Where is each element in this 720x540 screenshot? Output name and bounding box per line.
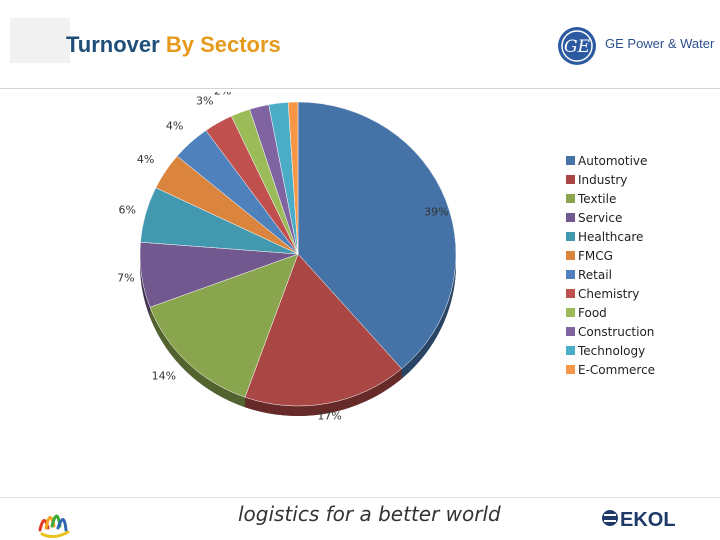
legend-label-retail: Retail [578, 268, 612, 282]
legend-swatch-e-commerce [566, 365, 575, 374]
legend-label-e-commerce: E-Commerce [578, 363, 655, 377]
ekol-logo-icon: EKOL [602, 509, 676, 531]
pie-labels: 39%17%14%7%6%4%4%3%2%2%2%1% [117, 92, 448, 422]
title-part-2: By Sectors [165, 32, 281, 57]
data-label-healthcare: 6% [118, 204, 135, 217]
legend-swatch-chemistry [566, 289, 575, 298]
footer-tagline: logistics for a better world [238, 502, 501, 526]
page-title: Turnover By Sectors [66, 32, 281, 58]
colorful-hand-logo-icon [38, 514, 70, 538]
pie-slices [139, 101, 457, 416]
legend-label-automotive: Automotive [578, 154, 647, 168]
legend-label-textile: Textile [577, 192, 616, 206]
legend-label-fmcg: FMCG [578, 249, 613, 263]
legend-swatch-technology [566, 346, 575, 355]
pie-slice-automotive [297, 101, 457, 370]
legend-label-healthcare: Healthcare [578, 230, 643, 244]
title-accent-box [10, 18, 70, 63]
legend-swatch-automotive [566, 156, 575, 165]
legend-swatch-food [566, 308, 575, 317]
legend-label-construction: Construction [578, 325, 654, 339]
data-label-automotive: 39% [424, 205, 448, 218]
legend-label-industry: Industry [578, 173, 627, 187]
legend: Automotive Industry Textile Service Healthca… [566, 154, 655, 377]
legend-label-service: Service [578, 211, 622, 225]
legend-label-food: Food [578, 306, 607, 320]
legend-swatch-textile [566, 194, 575, 203]
header-divider [0, 88, 720, 89]
legend-swatch-retail [566, 270, 575, 279]
data-label-fmcg: 4% [137, 153, 154, 166]
legend-swatch-construction [566, 327, 575, 336]
pie-slice-e-commerce [287, 101, 299, 255]
legend-swatch-service [566, 213, 575, 222]
footer-divider [0, 497, 720, 498]
data-label-chemistry: 3% [196, 94, 213, 107]
legend-swatch-healthcare [566, 232, 575, 241]
legend-label-chemistry: Chemistry [578, 287, 639, 301]
legend-label-technology: Technology [577, 344, 645, 358]
legend-swatch-industry [566, 175, 575, 184]
data-label-food: 2% [214, 92, 231, 97]
ekol-logo-text: EKOL [620, 509, 676, 531]
header: Turnover By Sectors GE GE Power & Water [0, 0, 720, 89]
data-label-textile: 14% [152, 369, 176, 382]
data-label-retail: 4% [166, 120, 183, 133]
pie-slice-side-textile [150, 307, 245, 408]
ge-logo-text: GE Power & Water [605, 36, 715, 51]
title-part-1: Turnover [66, 32, 160, 57]
data-label-service: 7% [117, 271, 134, 284]
pie-chart: 39%17%14%7%6%4%4%3%2%2%2%1% AutomotiveIn… [117, 92, 655, 422]
pie-slice-textile [149, 253, 299, 398]
pie-slice-side-industry [244, 368, 402, 416]
legend-swatch-fmcg [566, 251, 575, 260]
ge-logo-icon: GE [558, 27, 596, 65]
data-label-industry: 17% [317, 409, 341, 422]
svg-text:GE: GE [564, 37, 591, 57]
